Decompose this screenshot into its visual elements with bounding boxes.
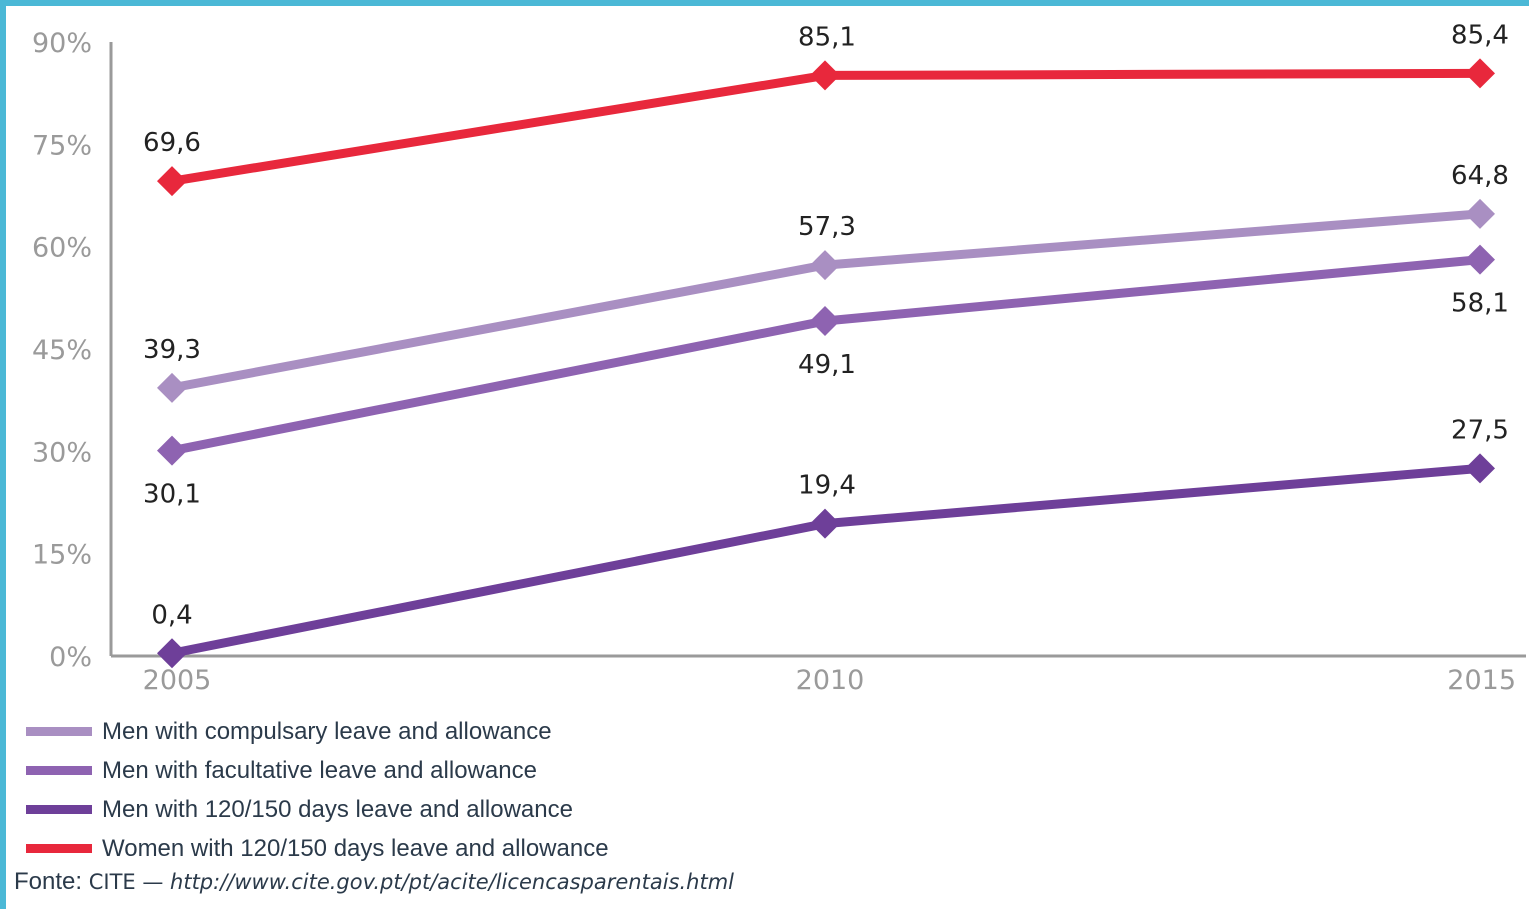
data-label: 58,1: [1451, 289, 1509, 319]
y-tick-label: 45%: [32, 335, 92, 366]
data-point-marker: [1465, 198, 1495, 229]
series-3: [157, 58, 1495, 197]
data-label: 39,3: [143, 335, 201, 365]
legend-item: Men with compulsary leave and allowance: [26, 712, 609, 751]
data-point-marker: [157, 166, 187, 197]
legend-swatch: [26, 844, 92, 853]
data-point-marker: [157, 638, 187, 669]
series-2: [157, 453, 1495, 669]
data-label: 57,3: [798, 212, 856, 242]
y-axis-ticks: 0% 15% 30% 45% 60% 75% 90%: [32, 28, 92, 673]
source-note: Fonte: CITE — http://www.cite.gov.pt/pt/…: [14, 868, 734, 896]
x-tick-label: 2015: [1447, 665, 1516, 696]
data-labels: 39,3 57,3 64,8 30,1 49,1 58,1 0,4 19,4 27,5 69,6 8…: [143, 20, 1509, 630]
y-tick-label: 90%: [32, 28, 92, 59]
legend-label: Men with compulsary leave and allowance: [102, 717, 552, 745]
data-point-marker: [1465, 453, 1495, 484]
data-point-marker: [810, 306, 840, 337]
legend-label: Men with 120/150 days leave and allowanc…: [102, 795, 573, 823]
source-label: Fonte:: [14, 868, 83, 895]
data-point-marker: [810, 250, 840, 281]
data-label: 85,1: [798, 22, 856, 52]
y-tick-label: 30%: [32, 437, 92, 468]
source-org: CITE —: [82, 870, 171, 894]
data-point-marker: [157, 372, 187, 403]
legend-label: Men with facultative leave and allowance: [102, 756, 537, 784]
y-tick-label: 15%: [32, 540, 92, 571]
legend-item: Men with facultative leave and allowance: [26, 751, 609, 790]
legend-item: Men with 120/150 days leave and allowanc…: [26, 790, 609, 829]
series-line: [171, 68, 1481, 186]
chart-axes: [109, 42, 1526, 658]
chart-series: [157, 58, 1495, 669]
series-1: [157, 244, 1495, 466]
data-point-marker: [1465, 58, 1495, 89]
data-point-marker: [157, 435, 187, 466]
data-point-marker: [810, 60, 840, 91]
x-axis-ticks: 2005 2010 2015: [143, 665, 1516, 696]
data-label: 30,1: [143, 480, 201, 510]
chart-legend: Men with compulsary leave and allowance M…: [26, 712, 609, 868]
data-label: 27,5: [1451, 415, 1509, 445]
data-label: 69,6: [143, 128, 201, 158]
data-label: 49,1: [798, 350, 856, 380]
y-tick-label: 75%: [32, 130, 92, 161]
series-0: [157, 198, 1495, 403]
data-label: 0,4: [151, 600, 192, 630]
x-tick-label: 2005: [143, 665, 212, 696]
y-tick-label: 60%: [32, 233, 92, 264]
data-label: 64,8: [1451, 161, 1509, 191]
legend-label: Women with 120/150 days leave and allowa…: [102, 834, 609, 862]
x-tick-label: 2010: [796, 665, 865, 696]
legend-swatch: [26, 805, 92, 814]
data-label: 19,4: [798, 471, 856, 501]
legend-item: Women with 120/150 days leave and allowa…: [26, 829, 609, 868]
data-point-marker: [810, 508, 840, 539]
data-point-marker: [1465, 244, 1495, 275]
y-tick-label: 0%: [49, 642, 92, 673]
legend-swatch: [26, 727, 92, 736]
source-url: http://www.cite.gov.pt/pt/acite/licencas…: [170, 870, 735, 894]
legend-swatch: [26, 766, 92, 775]
data-label: 85,4: [1451, 20, 1509, 50]
